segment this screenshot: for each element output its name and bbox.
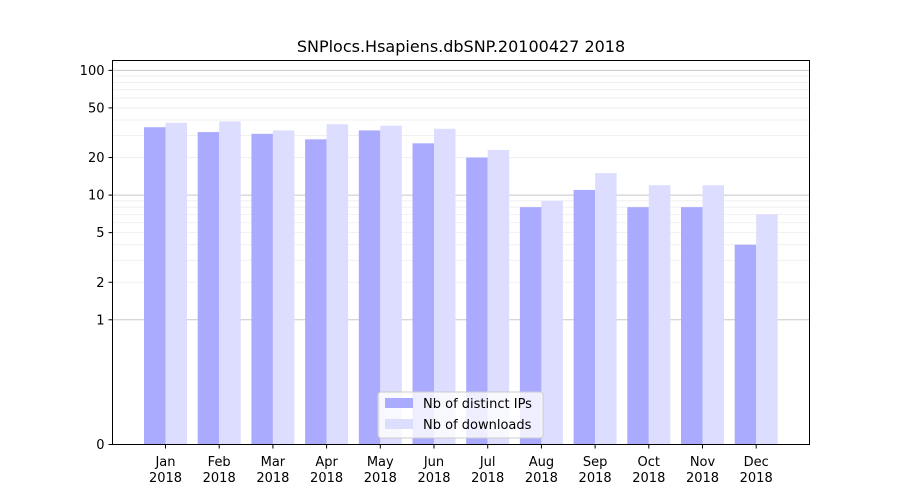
- bar-distinct-ips-mar: [251, 133, 273, 445]
- x-tick-label-year: 2018: [525, 471, 558, 486]
- bar-distinct-ips-nov: [681, 207, 703, 445]
- legend-box: [377, 391, 544, 439]
- bar-distinct-ips-feb: [197, 132, 220, 445]
- x-tick-label-year: 2018: [149, 471, 182, 486]
- bar-downloads-mar: [272, 130, 295, 445]
- y-tick-label: 100: [80, 64, 105, 79]
- bar-downloads-feb: [219, 121, 241, 445]
- bar-distinct-ips-aug: [519, 207, 542, 445]
- x-tick-label-month: May: [367, 455, 394, 470]
- x-tick-label-year: 2018: [632, 471, 665, 486]
- bar-downloads-aug: [541, 200, 563, 445]
- x-tick-label-month: Oct: [638, 455, 660, 470]
- bar-distinct-ips-sep: [573, 189, 596, 445]
- bar-downloads-oct: [648, 185, 671, 445]
- bar-downloads-may: [380, 125, 402, 445]
- x-tick-label-year: 2018: [579, 471, 612, 486]
- y-tick-label: 20: [88, 151, 105, 166]
- x-tick-label-month: Jun: [423, 455, 444, 470]
- bar-distinct-ips-dec: [734, 244, 757, 445]
- bar-downloads-jul: [487, 149, 510, 445]
- legend-swatch-downloads: [385, 419, 413, 429]
- x-tick-label-year: 2018: [256, 471, 289, 486]
- x-tick-label-month: Mar: [261, 455, 286, 470]
- plot-frame: [112, 60, 810, 445]
- x-tick-label-month: Aug: [529, 455, 554, 470]
- bar-distinct-ips-may: [358, 130, 381, 445]
- bar-downloads-jan: [165, 122, 187, 445]
- x-tick-label-year: 2018: [686, 471, 719, 486]
- x-tick-label-month: Apr: [315, 455, 338, 470]
- bars: [144, 121, 778, 445]
- y-tick-label: 50: [88, 101, 105, 116]
- y-tick-label: 2: [96, 276, 104, 291]
- bar-distinct-ips-oct: [627, 207, 649, 445]
- x-axis: Jan2018Feb2018Mar2018Apr2018May2018Jun20…: [149, 444, 773, 486]
- legend: Nb of distinct IPs Nb of downloads: [377, 391, 544, 439]
- bar-downloads-nov: [702, 185, 724, 445]
- x-tick-label-month: Sep: [583, 455, 608, 470]
- legend-swatch-distinct-ips: [385, 398, 413, 408]
- bar-distinct-ips-apr: [305, 139, 327, 445]
- chart-title: SNPlocs.Hsapiens.dbSNP.20100427 2018: [297, 37, 625, 56]
- x-tick-label-year: 2018: [740, 471, 773, 486]
- bar-distinct-ips-jan: [144, 127, 166, 445]
- bar-distinct-ips-jun: [412, 143, 434, 445]
- bar-downloads-sep: [595, 173, 617, 445]
- y-tick-label: 10: [88, 189, 105, 204]
- x-tick-label-year: 2018: [203, 471, 236, 486]
- bar-downloads-dec: [756, 214, 778, 445]
- y-axis: 0 1 2 5 10 20 50 100: [80, 64, 113, 453]
- x-tick-label-year: 2018: [417, 471, 450, 486]
- bar-distinct-ips-jul: [466, 157, 488, 445]
- x-tick-label-year: 2018: [310, 471, 343, 486]
- legend-label-downloads: Nb of downloads: [423, 418, 532, 433]
- x-tick-label-month: Dec: [744, 455, 769, 470]
- bar-downloads-apr: [326, 124, 349, 445]
- x-tick-label-year: 2018: [364, 471, 397, 486]
- bar-downloads-jun: [434, 128, 456, 445]
- x-tick-label-year: 2018: [471, 471, 504, 486]
- x-tick-label-month: Jul: [479, 455, 496, 470]
- y-tick-label: 0: [96, 438, 104, 453]
- x-tick-label-month: Jan: [154, 455, 175, 470]
- y-tick-label: 5: [96, 226, 104, 241]
- x-tick-label-month: Nov: [690, 455, 716, 470]
- y-tick-label: 1: [96, 313, 104, 328]
- legend-label-distinct-ips: Nb of distinct IPs: [423, 397, 532, 412]
- x-tick-label-month: Feb: [208, 455, 231, 470]
